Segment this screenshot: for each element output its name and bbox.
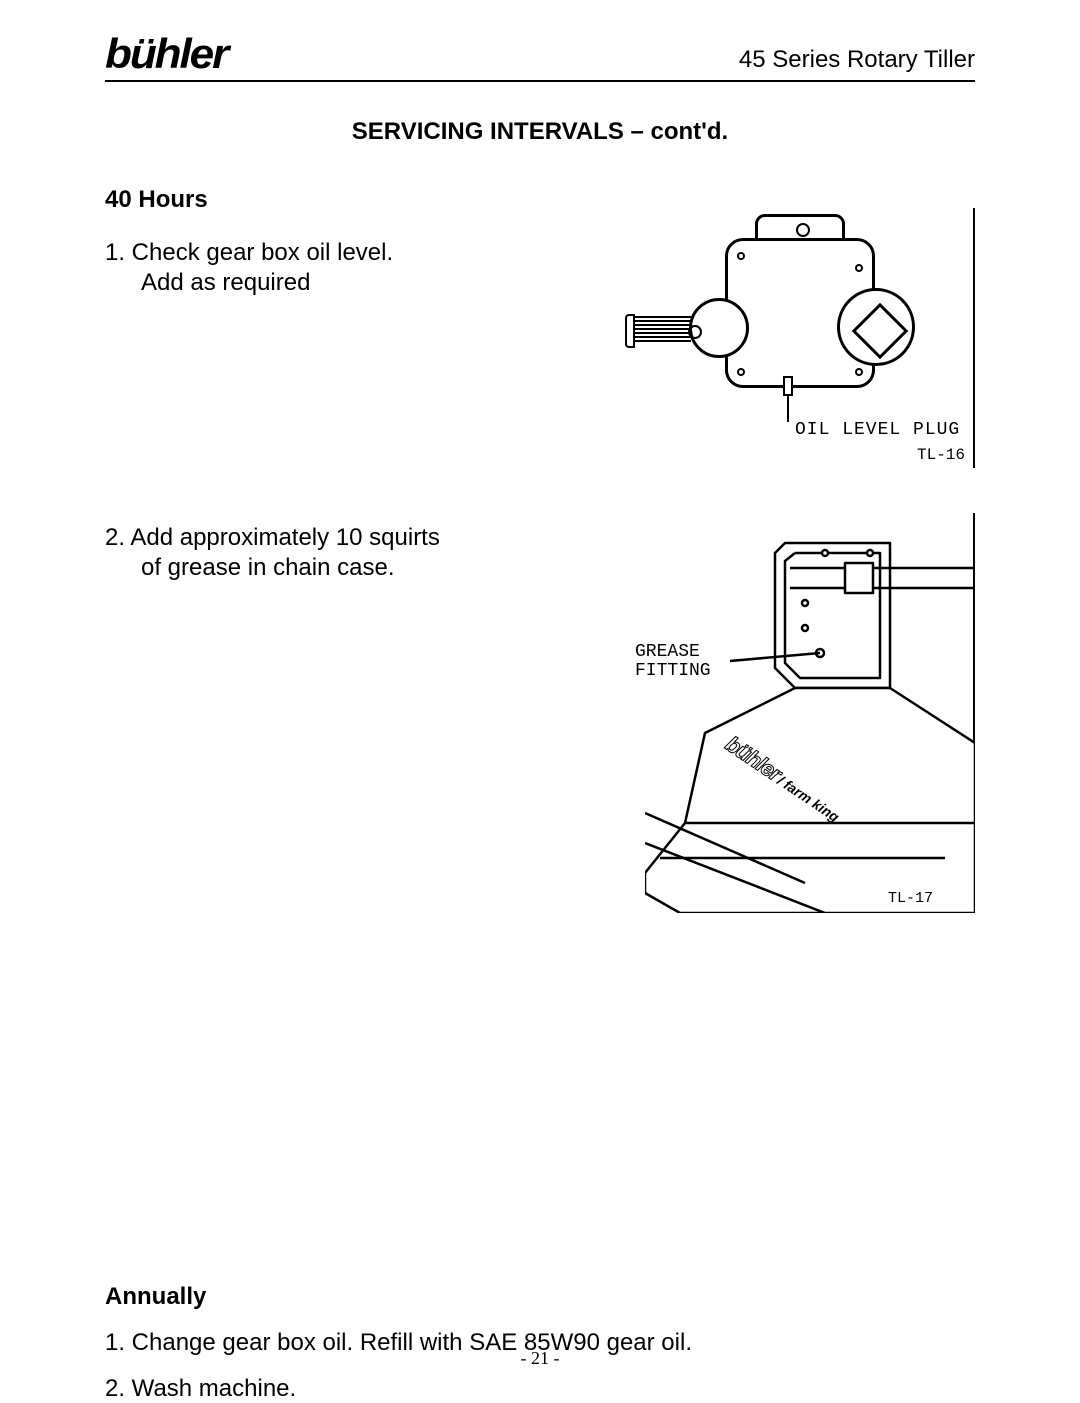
- header-rule: [105, 80, 975, 82]
- output-flange-icon: [837, 288, 915, 366]
- input-flange-icon: [689, 298, 749, 358]
- pto-shaft-icon: [631, 316, 695, 342]
- bolt-icon: [855, 368, 863, 376]
- oil-plug-icon: [783, 376, 793, 396]
- list-item-2: 2. Wash machine.: [105, 1375, 975, 1403]
- page-number: - 21 -: [0, 1348, 1080, 1369]
- subhead-annually: Annually: [105, 1283, 975, 1311]
- list-text-cont: of grease in chain case.: [105, 553, 465, 583]
- tiller-line-art-icon: [645, 513, 975, 913]
- figure-callout: GREASE FITTING: [635, 643, 711, 681]
- text-col: 1. Check gear box oil level. Add as requ…: [105, 238, 465, 583]
- list-item-1: 1. Check gear box oil level. Add as requ…: [105, 238, 465, 298]
- figure-chaincase: GREASE FITTING bühler/ farm king TL-17: [645, 513, 975, 913]
- list-text-cont: Add as required: [105, 268, 465, 298]
- list-item-2: 2. Add approximately 10 squirts of greas…: [105, 523, 465, 583]
- page-header: bühler 45 Series Rotary Tiller: [105, 30, 975, 78]
- content-row-1: 1. Check gear box oil level. Add as requ…: [105, 238, 975, 583]
- list-text: 2. Add approximately 10 squirts: [105, 524, 440, 551]
- figure-gearbox: OIL LEVEL PLUG TL-16: [655, 208, 975, 468]
- doc-title: 45 Series Rotary Tiller: [739, 46, 975, 78]
- section-title: SERVICING INTERVALS – cont'd.: [105, 118, 975, 146]
- callout-text: FITTING: [635, 661, 711, 681]
- bolt-icon: [737, 368, 745, 376]
- list-text: 1. Check gear box oil level.: [105, 239, 393, 266]
- document-page: bühler 45 Series Rotary Tiller SERVICING…: [0, 0, 1080, 1397]
- figure-callout: OIL LEVEL PLUG: [795, 420, 960, 440]
- callout-text: GREASE: [635, 642, 700, 662]
- bolt-icon: [737, 252, 745, 260]
- brand-logo: bühler: [105, 30, 227, 78]
- figure-id: TL-17: [888, 890, 933, 907]
- bolt-icon: [855, 264, 863, 272]
- leader-line-icon: [787, 396, 789, 422]
- figure-id: TL-16: [917, 446, 965, 464]
- annually-section: Annually 1. Change gear box oil. Refill …: [105, 1283, 975, 1403]
